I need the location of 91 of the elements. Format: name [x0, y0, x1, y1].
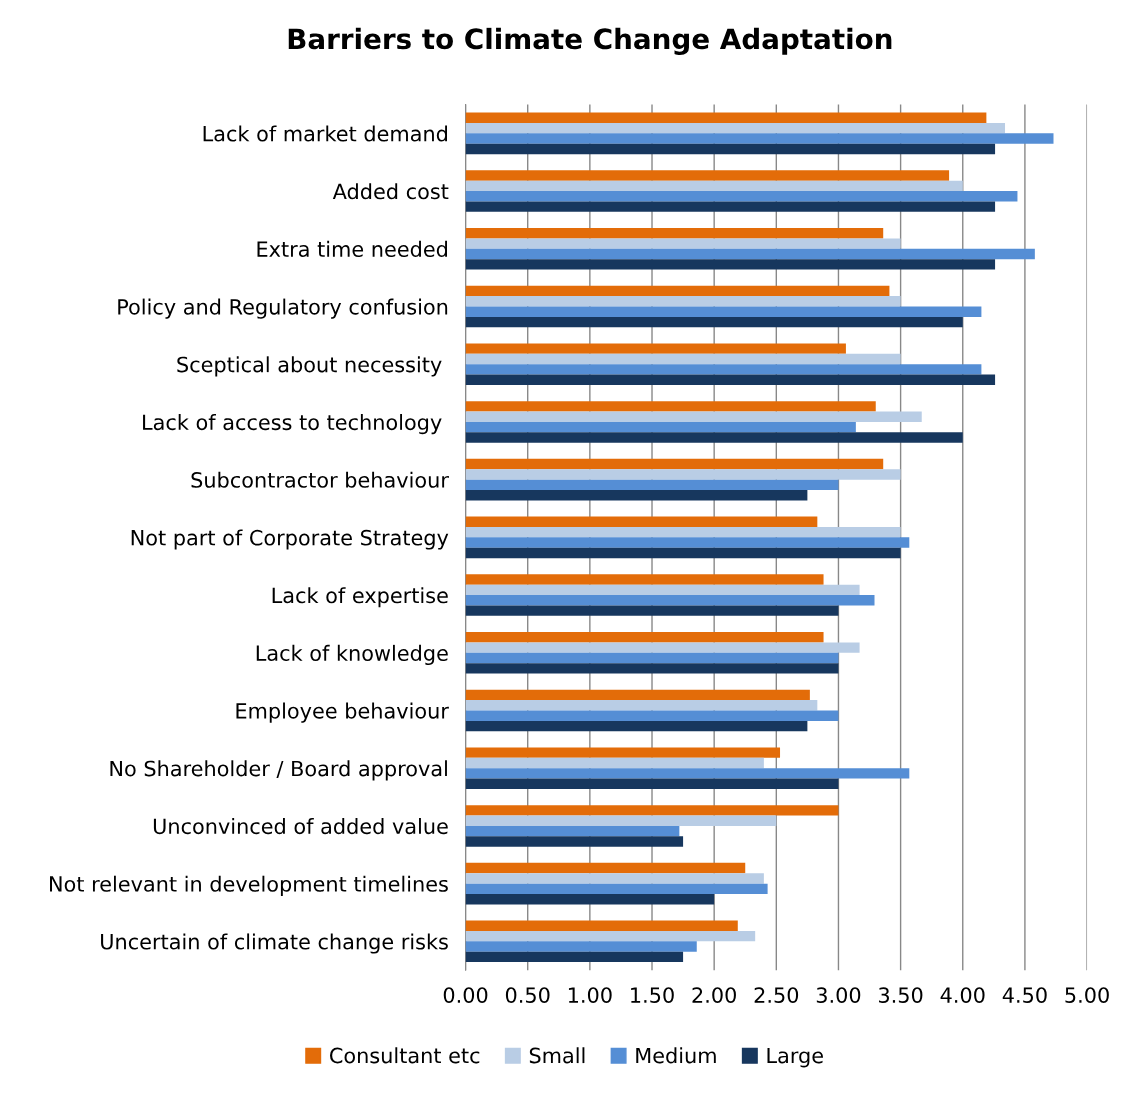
y-tick-label: No Shareholder / Board approval	[110, 760, 447, 781]
bar	[465, 316, 963, 328]
y-tick-label: Unconvinced of added value	[153, 818, 448, 835]
bar	[465, 122, 1006, 134]
bar	[465, 941, 697, 952]
bar	[465, 951, 684, 963]
bar	[465, 296, 901, 307]
bar	[465, 285, 890, 297]
bar	[465, 516, 818, 527]
bar	[465, 306, 982, 317]
x-tick-label: 2.00	[692, 987, 736, 1003]
bar	[465, 747, 781, 758]
x-tick-label: 1.00	[568, 987, 612, 1003]
bar	[465, 248, 1035, 260]
x-tick-label: 0.50	[505, 987, 550, 1003]
bar	[465, 374, 996, 385]
y-tick-label: Uncertain of climate change risks	[101, 933, 448, 954]
bar	[465, 825, 680, 837]
bar	[465, 201, 996, 212]
bar	[465, 170, 950, 181]
bar	[465, 191, 1018, 202]
bar	[465, 238, 901, 249]
bar	[465, 883, 768, 895]
legend-label: Consultant etc	[330, 1047, 480, 1064]
y-tick-label: Added cost	[332, 183, 449, 200]
bar	[465, 652, 839, 664]
bar	[465, 720, 808, 732]
bar	[465, 805, 839, 816]
y-tick-label: Lack of knowledge	[256, 644, 448, 666]
bar	[465, 458, 884, 470]
bar	[465, 228, 884, 239]
y-tick-label: Not part of Corporate Strategy	[131, 529, 449, 550]
y-tick-label: Sceptical about necessity	[177, 356, 442, 377]
y-tick-label: Employee behaviour	[236, 702, 449, 723]
bar	[465, 862, 746, 874]
bar	[465, 537, 910, 548]
bar	[465, 757, 764, 769]
bar	[465, 343, 846, 354]
bar	[465, 259, 996, 270]
bar	[465, 632, 824, 643]
bar	[465, 930, 756, 942]
bar	[465, 421, 856, 433]
bar	[465, 401, 876, 412]
bar	[465, 768, 910, 779]
x-tick-label: 2.50	[754, 987, 799, 1003]
bar	[465, 547, 901, 559]
bar	[465, 584, 860, 596]
y-tick-label: Not relevant in development timelines	[50, 875, 448, 896]
bar	[465, 663, 839, 674]
bar	[465, 364, 982, 375]
bar	[465, 595, 875, 606]
legend-label: Medium	[636, 1047, 716, 1064]
bar	[465, 815, 777, 826]
bar	[465, 490, 808, 501]
bar	[465, 873, 764, 884]
bar	[465, 112, 987, 123]
bar	[465, 605, 839, 616]
x-tick-label: 3.00	[816, 987, 861, 1003]
bar	[465, 411, 922, 422]
y-tick-label: Extra time needed	[257, 240, 447, 257]
x-tick-label: 3.50	[879, 987, 923, 1003]
bar	[465, 143, 996, 155]
chart-title: Barriers to Climate Change Adaptation	[288, 27, 892, 55]
bar	[465, 894, 715, 905]
bar	[465, 526, 901, 538]
y-tick-label: Policy and Regulatory confusion	[118, 298, 448, 319]
bar	[465, 700, 818, 711]
bar	[465, 836, 684, 847]
y-tick-label: Lack of market demand	[203, 125, 447, 142]
bar	[465, 710, 839, 721]
bar	[465, 778, 839, 789]
x-tick-label: 0.00	[443, 987, 488, 1003]
x-tick-label: 5.00	[1065, 987, 1109, 1003]
bar	[465, 353, 901, 365]
x-tick-label: 1.50	[631, 987, 674, 1003]
y-tick-label: Lack of expertise	[272, 587, 448, 608]
bar	[465, 574, 824, 585]
bar	[465, 920, 738, 931]
x-tick-label: 4.00	[940, 987, 985, 1003]
bar	[465, 469, 901, 480]
x-tick-label: 4.50	[1002, 987, 1047, 1003]
bar	[465, 689, 810, 701]
bar	[465, 479, 839, 491]
y-tick-label: Subcontractor behaviour	[191, 471, 449, 488]
legend-label: Small	[529, 1047, 585, 1064]
bar	[465, 642, 860, 653]
y-tick-label: Lack of access to technology	[143, 414, 442, 435]
legend-label: Large	[767, 1047, 823, 1068]
bar	[465, 180, 963, 192]
bar	[465, 432, 963, 443]
bar	[465, 133, 1054, 144]
